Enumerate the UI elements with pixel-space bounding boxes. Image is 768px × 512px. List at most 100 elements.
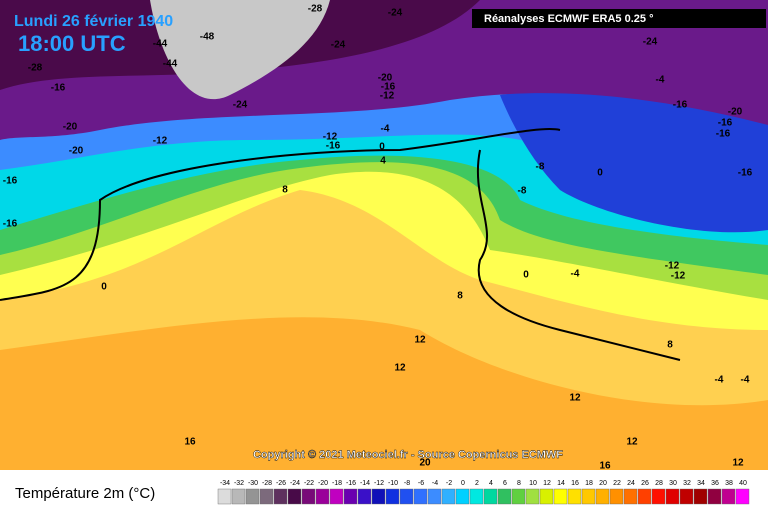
colorbar-label: -2 [446, 480, 452, 487]
colorbar-label: -18 [332, 480, 342, 487]
map-label: -12 [380, 91, 395, 102]
colorbar-label: 30 [669, 480, 677, 487]
copyright: Copyright © 2021 Meteociel.fr - Source C… [253, 449, 563, 461]
map-label: 12 [569, 393, 581, 404]
colorbar-label: 2 [475, 480, 479, 487]
map-label: -20 [63, 122, 78, 133]
map-label: -16 [673, 100, 688, 111]
colorbar-label: 24 [627, 480, 635, 487]
color-swatch [511, 488, 526, 505]
colorbar-label: -30 [248, 480, 258, 487]
color-swatch [469, 488, 484, 505]
color-swatch [273, 488, 288, 505]
color-swatch [497, 488, 512, 505]
color-swatch [245, 488, 260, 505]
map-label: -4 [715, 375, 724, 386]
date: Lundi 26 février 1940 [14, 13, 173, 30]
colorbar-label: 34 [697, 480, 705, 487]
map-label: -4 [741, 375, 750, 386]
colorbar-label: -10 [388, 480, 398, 487]
map-labels: -24-24-28-48-44-44-28-16-20-20-12-16-160… [3, 4, 753, 472]
map-label: -12 [665, 261, 680, 272]
color-swatch [679, 488, 694, 505]
colorbar-label: 22 [613, 480, 621, 487]
color-swatch [665, 488, 680, 505]
color-swatch [455, 488, 470, 505]
source-box [472, 9, 766, 28]
map-label: -24 [331, 40, 346, 51]
map-label: 8 [457, 291, 463, 302]
map-label: -16 [718, 118, 733, 129]
map-label: -4 [571, 269, 580, 280]
map-label: -12 [323, 132, 338, 143]
color-swatch [581, 488, 596, 505]
colorbar-label: 20 [599, 480, 607, 487]
color-swatch [721, 488, 736, 505]
color-swatch [525, 488, 540, 505]
map-label: 8 [282, 185, 288, 196]
map-label: -8 [536, 162, 545, 173]
colorbar-label: 14 [557, 480, 565, 487]
color-swatch [595, 488, 610, 505]
colorbar-label: 28 [655, 480, 663, 487]
map-label: -16 [3, 176, 18, 187]
map-label: -12 [153, 136, 168, 147]
color-swatch [399, 488, 414, 505]
color-swatch [735, 488, 750, 505]
map-label: -20 [728, 107, 743, 118]
colorbar-label: 36 [711, 480, 719, 487]
map-label: 16 [599, 461, 611, 472]
colorbar-label: -26 [276, 480, 286, 487]
color-swatch [539, 488, 554, 505]
time: 18:00 UTC [18, 31, 126, 56]
colorbar-label: 10 [529, 480, 537, 487]
map-label: -20 [378, 73, 393, 84]
color-swatch [637, 488, 652, 505]
color-swatch [427, 488, 442, 505]
map-label: 0 [523, 270, 529, 281]
map-label: 8 [667, 340, 673, 351]
colorbar-label: 26 [641, 480, 649, 487]
map-label: 12 [732, 458, 744, 469]
color-swatch [287, 488, 302, 505]
color-swatch [707, 488, 722, 505]
color-swatch [343, 488, 358, 505]
map-label: 0 [597, 168, 603, 179]
color-swatch [651, 488, 666, 505]
map-label: -16 [716, 129, 731, 140]
map-label: -28 [308, 4, 323, 15]
map-label: 0 [379, 142, 385, 153]
color-swatch [301, 488, 316, 505]
colorbar-label: -16 [346, 480, 356, 487]
map-label: -28 [28, 63, 43, 74]
colorbar-label: -14 [360, 480, 370, 487]
color-swatch [259, 488, 274, 505]
colorbar-label: -28 [262, 480, 272, 487]
color-swatch [693, 488, 708, 505]
map-label: 12 [394, 363, 406, 374]
colorbar-label: 8 [517, 480, 521, 487]
color-swatch [623, 488, 638, 505]
colorbar-label: -34 [220, 480, 230, 487]
color-swatch [567, 488, 582, 505]
map-label: -8 [518, 186, 527, 197]
map-label: 20 [419, 458, 431, 469]
map-label: -12 [671, 271, 686, 282]
map-label: -20 [69, 146, 84, 157]
map-label: -24 [388, 8, 403, 19]
colorbar-label: 38 [725, 480, 733, 487]
colorbar-label: -24 [290, 480, 300, 487]
color-swatch [315, 488, 330, 505]
colorbar-label: 40 [739, 480, 747, 487]
map-label: -16 [3, 219, 18, 230]
map-label: -48 [200, 32, 215, 43]
map-label: -44 [163, 59, 178, 70]
color-swatch [357, 488, 372, 505]
color-swatch [231, 488, 246, 505]
map-label: 12 [626, 437, 638, 448]
map [0, 0, 768, 470]
map-label: 16 [184, 437, 196, 448]
colorbar-label: -22 [304, 480, 314, 487]
colorbar-label: -6 [418, 480, 424, 487]
